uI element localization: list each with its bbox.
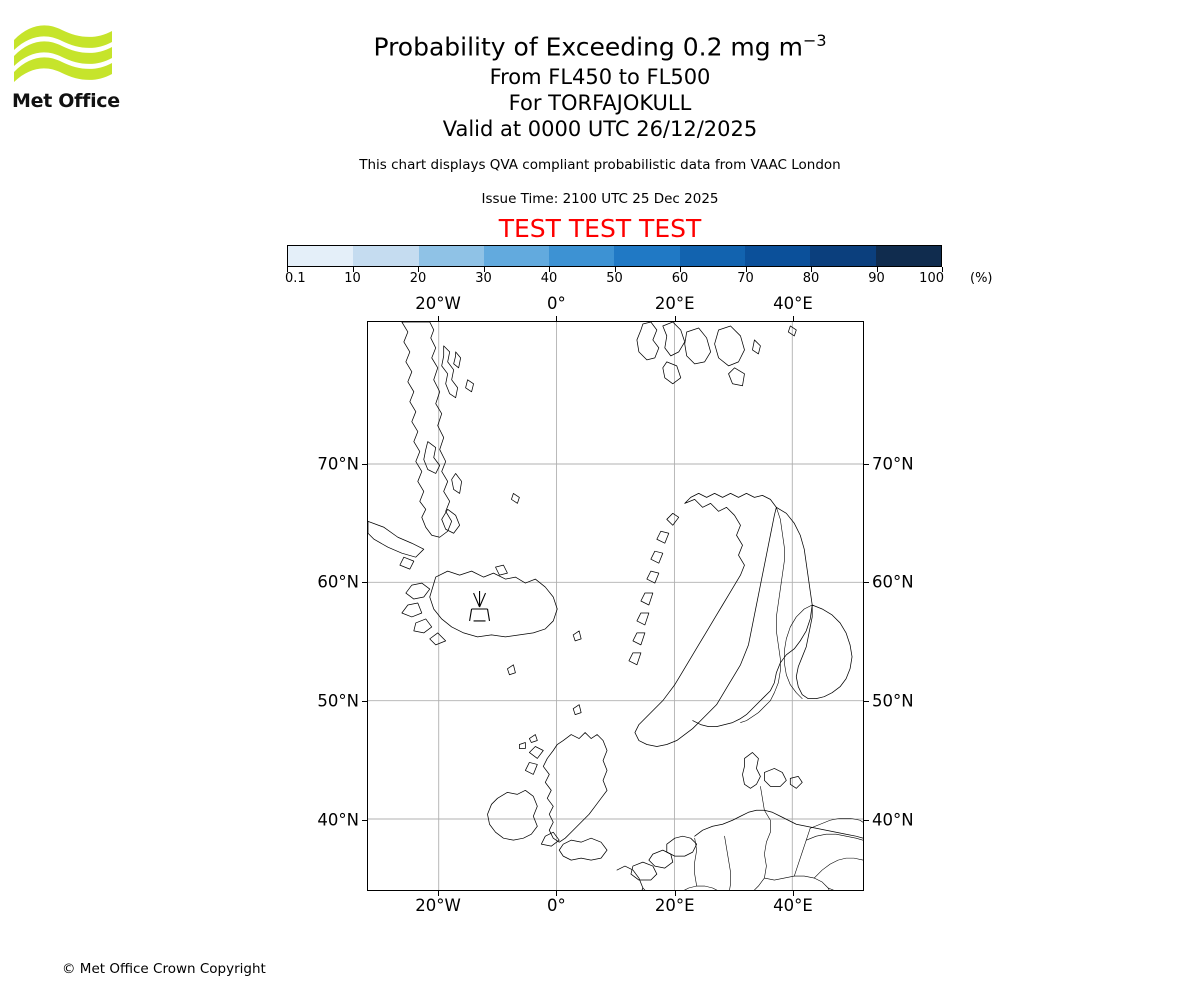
colorbar-tick-90 <box>876 267 878 272</box>
europe-probability-map[interactable] <box>367 321 864 891</box>
colorbar-segment-1 <box>353 246 419 266</box>
map-xlabel-bottom-40°E: 40°E <box>773 896 813 915</box>
colorbar-segment-5 <box>614 246 680 266</box>
flight-level-line: From FL450 to FL500 <box>489 65 711 90</box>
issue-time: Issue Time: 2100 UTC 25 Dec 2025 <box>481 191 719 207</box>
map-xtick-top-20°W <box>438 316 439 321</box>
colorbar-tick-60 <box>680 267 681 272</box>
map-ylabel-left-70°N: 70°N <box>317 454 359 473</box>
colorbar-tick-100 <box>942 267 943 272</box>
map-geography <box>368 322 863 890</box>
colorbar-tick-label-100: 100 <box>919 271 944 286</box>
colorbar-segment-9 <box>875 246 941 266</box>
map-xlabel-bottom-20°W: 20°W <box>415 896 461 915</box>
map-ytick-right-40°N <box>864 819 869 821</box>
map-ytick-right-70°N <box>864 463 869 465</box>
map-xtick-top-40°E <box>793 316 794 321</box>
chart-title-block: Probability of Exceeding 0.2 mg m−3 From… <box>0 24 1200 142</box>
colorbar-tick-label-30: 30 <box>475 271 492 286</box>
met-office-logo-text: Met Office <box>12 90 120 112</box>
colorbar-tick-0.1 <box>287 267 288 272</box>
map-xtick-bottom-0° <box>556 891 558 896</box>
colorbar-tick-50 <box>614 267 616 272</box>
colorbar-segment-7 <box>745 246 811 266</box>
colorbar-segment-6 <box>679 246 746 266</box>
colorbar-tick-label-70: 70 <box>737 271 754 286</box>
map-ylabel-left-50°N: 50°N <box>317 691 359 711</box>
map-xlabel-top-40°E: 40°E <box>773 294 813 313</box>
map-ylabel-right-70°N: 70°N <box>872 454 914 473</box>
map-ytick-left-70°N <box>362 463 367 465</box>
volcano-name-line: For TORFAJOKULL <box>508 91 692 116</box>
map-canvas <box>368 322 863 890</box>
colorbar-tick-label-60: 60 <box>671 271 689 286</box>
map-ylabel-left-60°N: 60°N <box>317 572 359 592</box>
map-ytick-right-50°N <box>864 701 869 702</box>
colorbar-segment-2 <box>418 246 484 266</box>
colorbar-segment-8 <box>810 246 876 266</box>
map-xtick-top-20°E <box>674 316 676 321</box>
colorbar-tick-10 <box>352 267 354 272</box>
map-ylabel-left-40°N: 40°N <box>317 810 359 830</box>
colorbar-tick-label-80: 80 <box>802 271 820 286</box>
map-xlabel-top-0°: 0° <box>546 294 566 313</box>
page-title: Probability of Exceeding 0.2 mg m−3 <box>0 24 1200 64</box>
map-xtick-bottom-20°W <box>438 891 439 896</box>
colorbar-tick-70 <box>745 267 747 272</box>
probability-colorbar <box>287 245 942 267</box>
colorbar-unit-label: (%) <box>970 271 993 286</box>
copyright-notice: © Met Office Crown Copyright <box>62 961 266 977</box>
map-xtick-bottom-20°E <box>674 891 676 896</box>
qva-note: This chart displays QVA compliant probab… <box>359 157 841 173</box>
colorbar-ticks: 0.1 10 20 30 40 50 60 70 80 90 100 <box>285 267 944 286</box>
map-ytick-left-60°N <box>362 582 367 584</box>
colorbar-segment-4 <box>549 246 615 266</box>
colorbar-tick-label-10: 10 <box>344 271 361 286</box>
met-office-logo: Met Office <box>12 18 122 118</box>
valid-time-line: Valid at 0000 UTC 26/12/2025 <box>442 117 758 142</box>
colorbar-tick-label-40: 40 <box>540 271 558 286</box>
colorbar-tick-40 <box>549 267 550 272</box>
map-xlabel-bottom-20°E: 20°E <box>654 896 695 915</box>
colorbar-segment-0 <box>288 246 354 266</box>
colorbar-gradient <box>287 245 942 267</box>
colorbar-tick-80 <box>811 267 812 272</box>
colorbar-tick-label-50: 50 <box>606 271 623 286</box>
map-xlabel-bottom-0°: 0° <box>546 896 566 915</box>
colorbar-tick-label-20: 20 <box>409 271 427 286</box>
colorbar-tick-label-0.1: 0.1 <box>285 271 306 286</box>
map-ytick-left-40°N <box>362 819 367 821</box>
met-office-wave-icon <box>14 25 112 82</box>
map-gridlines <box>368 322 863 890</box>
colorbar-segment-3 <box>483 246 550 266</box>
colorbar-tick-20 <box>418 267 419 272</box>
map-ytick-right-60°N <box>864 582 869 584</box>
test-banner: TEST TEST TEST <box>498 214 702 243</box>
map-ylabel-right-40°N: 40°N <box>872 810 914 830</box>
colorbar-tick-30 <box>483 267 485 272</box>
map-xlabel-top-20°E: 20°E <box>654 294 695 313</box>
map-xlabel-top-20°W: 20°W <box>415 294 461 313</box>
map-xtick-top-0° <box>556 316 558 321</box>
map-ylabel-right-60°N: 60°N <box>872 572 914 592</box>
map-ytick-left-50°N <box>362 701 367 702</box>
map-ylabel-right-50°N: 50°N <box>872 691 914 711</box>
main-title-superscript: −3 <box>802 31 827 50</box>
map-xtick-bottom-40°E <box>793 891 794 896</box>
colorbar-tick-label-90: 90 <box>868 271 885 286</box>
main-title-text: Probability of Exceeding 0.2 mg m <box>373 32 803 62</box>
